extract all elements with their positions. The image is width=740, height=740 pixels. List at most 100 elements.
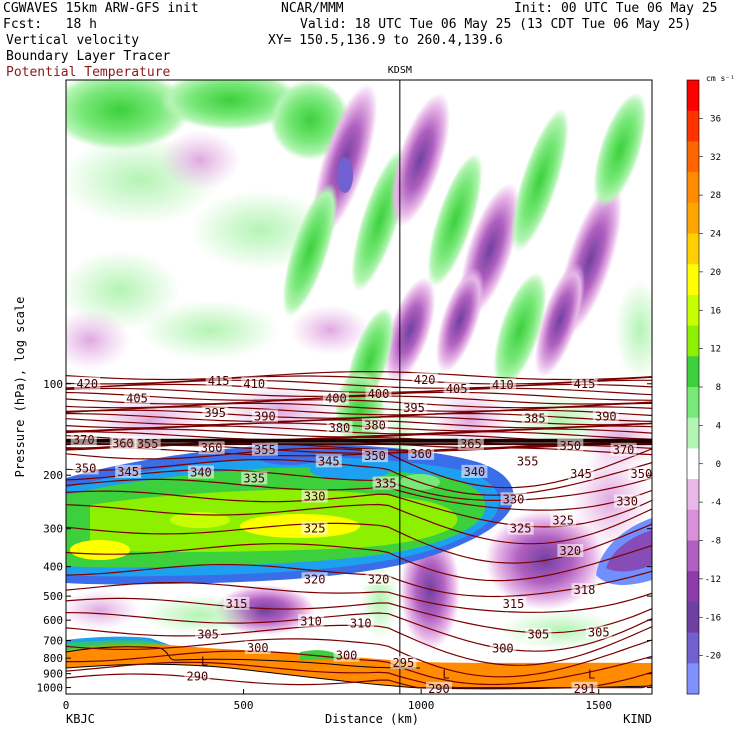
isentrope-label-bg (333, 648, 360, 662)
isentrope-label: 400 (325, 392, 347, 406)
isentrope-label: 360 (201, 441, 223, 455)
isentrope-label-bg (525, 627, 552, 641)
isentrope-label: 420 (76, 377, 98, 391)
isentrope-label: 360 (410, 447, 432, 461)
isentrope-label: 390 (254, 409, 276, 423)
isentrope-label: 305 (528, 628, 550, 642)
isentrope (66, 391, 652, 401)
y-tick-label: 500 (43, 590, 63, 603)
org-label: NCAR/MMM (281, 1, 344, 16)
colorbar-tick-label: 0 (716, 460, 721, 470)
isentrope-label-bg (115, 464, 142, 478)
isentrope-label: 380 (364, 418, 386, 432)
isentrope-label: 395 (204, 406, 226, 420)
isentrope-label-bg (198, 441, 225, 455)
isentrope-label: 295 (393, 656, 415, 670)
isentrope-label-bg (74, 376, 101, 390)
isentrope-label: 291 (574, 682, 596, 696)
isentrope-label-bg (443, 381, 470, 395)
isentrope-label-bg (301, 572, 328, 586)
isentrope-labels: 420 415 410 405 395 390 400 400 380 380 420 395 405 4… (70, 372, 652, 696)
isentrope (66, 383, 652, 393)
isentrope-label: 290 (428, 682, 450, 696)
isentrope-label: 420 (414, 373, 436, 387)
colorbar-tick-label: 24 (710, 230, 721, 240)
isentrope-label-bg (251, 442, 278, 456)
isentrope-label: 350 (364, 449, 386, 463)
isentrope-label: 300 (492, 642, 514, 656)
colorbar-swatch (687, 663, 699, 695)
isentrope-label: 370 (73, 433, 95, 447)
isentrope-label: 330 (304, 490, 326, 504)
colorbar-tick-label: -12 (705, 575, 721, 585)
isentrope (66, 425, 652, 435)
isentrope (66, 395, 652, 405)
isentrope-label: 305 (588, 626, 610, 640)
isentrope (66, 416, 652, 426)
isentrope-label-bg (241, 471, 268, 485)
isentrope-label: 335 (243, 471, 265, 485)
isentrope-label-bg (301, 521, 328, 535)
isentrope-label-bg (507, 521, 534, 535)
isentrope-label: 305 (197, 628, 219, 642)
isentrope (66, 612, 652, 652)
isentrope (66, 490, 652, 528)
isentrope-label-bg (514, 454, 541, 468)
isentrope-label-bg (202, 406, 229, 420)
isentrope-label: 320 (368, 572, 390, 586)
colorbar-tick-label: 16 (710, 306, 721, 316)
colorbar-swatch (687, 202, 699, 234)
colorbar-tick-label: -4 (710, 498, 721, 508)
y-tick-label: 800 (43, 652, 63, 665)
isentrope (66, 406, 652, 416)
isentrope-label: 405 (446, 382, 468, 396)
isentrope-label-bg (365, 572, 392, 586)
x-tick-label: 0 (63, 699, 70, 712)
colorbar-swatch (687, 509, 699, 541)
isentrope-label: 405 (126, 392, 148, 406)
isentrope-label: 380 (329, 421, 351, 435)
isentrope-label-bg (390, 655, 417, 669)
isentrope-label: 365 (460, 437, 482, 451)
init-time: Init: 00 UTC Tue 06 May 25 (514, 1, 718, 16)
colorbar-swatch (687, 387, 699, 419)
x-tick-label: 1000 (408, 699, 435, 712)
isentrope (66, 597, 652, 634)
isentrope-label: 335 (375, 477, 397, 491)
isentrope-label-bg (187, 465, 214, 479)
y-tick-label: 400 (43, 561, 63, 574)
isentrope-label-bg (457, 437, 484, 451)
colorbar-tick-label: 12 (710, 345, 721, 355)
valid-time: Valid: 18 UTC Tue 06 May 25 (13 CDT Tue … (300, 17, 692, 32)
field-potential-temperature: Potential Temperature (6, 65, 171, 80)
x-tick-label: 500 (234, 699, 254, 712)
isentrope-label: 345 (117, 465, 139, 479)
isentrope-label-bg (251, 409, 278, 423)
isentrope-label: 370 (613, 443, 635, 457)
isentrope (66, 522, 652, 564)
colorbar-swatch (687, 172, 699, 204)
x-axis: 0 500 1000 1500 (63, 689, 612, 712)
isentrope-label: 345 (570, 467, 592, 481)
isentrope-label-bg (361, 418, 388, 432)
colorbar-swatch (687, 601, 699, 634)
isentrope (66, 444, 652, 454)
xsect-endpoints: XY= 150.5,136.9 to 260.4,139.6 (268, 33, 503, 48)
isentrope-label: 315 (226, 597, 248, 611)
isentrope-label: 415 (208, 374, 230, 388)
plot-frame (65, 79, 653, 695)
isentrope (66, 673, 652, 689)
right-station-label: KIND (623, 712, 652, 726)
isentrope-label-bg (124, 391, 151, 405)
isentrope-label-bg (322, 391, 349, 405)
low-marker: L (442, 667, 449, 681)
isentrope-label: 290 (187, 670, 209, 684)
colorbar-swatch (687, 110, 699, 142)
isentrope-label-bg (372, 476, 399, 490)
isentrope-label: 355 (254, 443, 276, 457)
isentrope-label-bg (195, 627, 222, 641)
low-marker: L (588, 667, 595, 681)
isentrope-label-bg (571, 583, 598, 597)
colorbar-swatch (687, 80, 699, 112)
